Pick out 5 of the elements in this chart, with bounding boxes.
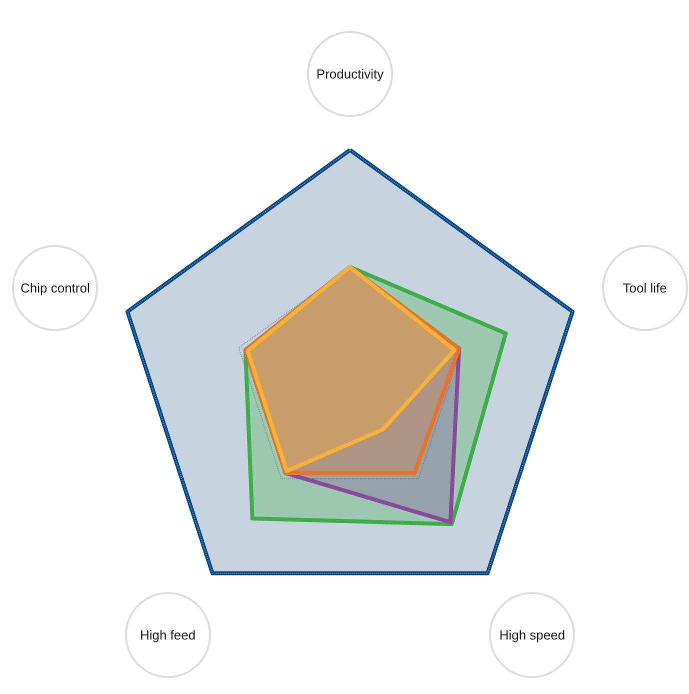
spoke-label: Productivity	[316, 66, 384, 82]
spoke-label: Tool life	[622, 280, 667, 296]
spoke-label: High feed	[140, 627, 196, 642]
spoke-label: High speed	[499, 627, 566, 642]
spoke-label: Chip control	[20, 280, 90, 296]
